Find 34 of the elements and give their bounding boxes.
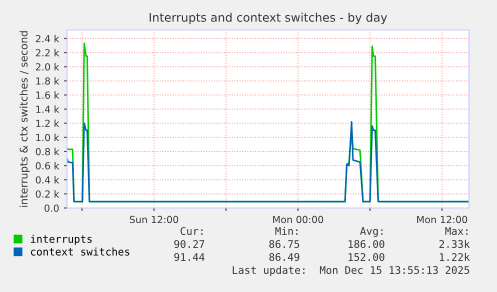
y-tick-label: 0.6 k — [36, 162, 60, 170]
x-tick-label: Mon 12:00 — [417, 216, 468, 224]
text: Avg: — [360, 227, 382, 237]
text: Min: — [275, 226, 298, 235]
x-tick-label: Sun 12:00 — [130, 216, 178, 224]
text: 1.22k — [440, 252, 470, 261]
text: 90.27 — [174, 240, 204, 248]
y-axis-title: interrupts & ctx switches / second — [20, 31, 30, 207]
y-tick-label: 1.6 k — [36, 91, 60, 99]
y-tick-label: 0.0 — [44, 204, 59, 212]
text: 186.00 — [348, 240, 384, 248]
text: 152.00 — [348, 253, 384, 261]
text: 86.49 — [269, 253, 300, 261]
y-tick-label: 1.8 k — [36, 77, 60, 85]
y-tick-label: 0.4 k — [36, 176, 60, 184]
y-tick-label: 1.2 k — [36, 120, 60, 127]
text: 86.75 — [269, 240, 300, 248]
text: Max: — [445, 227, 468, 235]
line-series — [67, 121, 469, 202]
y-tick-label: 1.4 k — [36, 105, 60, 113]
chart-title: Interrupts and context switches - by day — [150, 12, 388, 24]
y-tick-label: 0.2 k — [36, 190, 60, 198]
x-tick-label: Mon 00:00 — [273, 216, 324, 224]
text: Last update: Mon Dec 15 13:55:13 2025 — [232, 266, 470, 276]
y-tick-label: 2.4 k — [36, 34, 60, 42]
y-tick-label: 0.8 k — [36, 148, 60, 156]
y-tick-label: 2.2 k — [36, 48, 60, 56]
legend-label: context switches — [30, 248, 130, 256]
y-tick-label: 1.0 k — [36, 134, 60, 142]
text: Cur: — [180, 227, 202, 235]
legend-label: interrupts — [30, 234, 92, 245]
y-tick-label: 2.0 k — [36, 63, 60, 71]
text: 2.33k — [439, 240, 470, 248]
text: 91.44 — [174, 253, 205, 261]
